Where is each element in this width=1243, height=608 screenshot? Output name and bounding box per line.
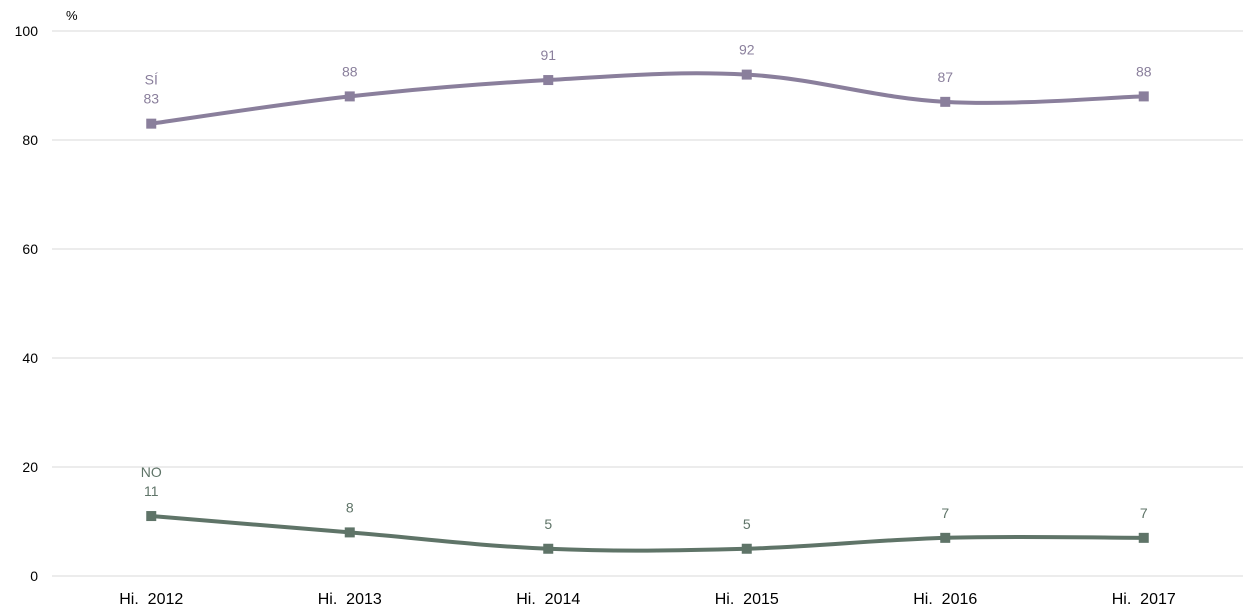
data-labels: 83 88 91 92 87 88 SÍ 11 8 5 5 7 7 NO — [141, 42, 1152, 532]
x-tick-label: Hi. 2012 — [119, 591, 183, 608]
x-tick-label: Hi. 2014 — [516, 591, 580, 608]
data-point-marker — [940, 532, 951, 543]
y-tick-label: 40 — [22, 350, 38, 366]
y-tick-label: 100 — [15, 23, 39, 39]
data-label: 88 — [1136, 63, 1152, 79]
data-label: 87 — [937, 69, 953, 85]
data-label: 88 — [342, 63, 358, 79]
data-point-marker — [344, 91, 355, 102]
data-label: 11 — [144, 483, 159, 499]
x-tick-label: Hi. 2013 — [318, 591, 382, 608]
data-point-marker — [543, 543, 554, 554]
y-tick-label: 80 — [22, 132, 38, 148]
y-tick-label: 0 — [30, 568, 38, 584]
data-label: 8 — [346, 499, 354, 515]
series — [146, 69, 1149, 554]
data-point-marker — [1138, 91, 1149, 102]
series-sí — [146, 69, 1149, 129]
y-axis: % 0 20 40 60 80 100 — [15, 8, 78, 584]
y-tick-label: 60 — [22, 241, 38, 257]
series-name-label: SÍ — [145, 72, 158, 88]
data-point-marker — [344, 527, 355, 538]
data-label: 5 — [743, 516, 751, 532]
data-point-marker — [741, 543, 752, 554]
data-label: 5 — [544, 516, 552, 532]
data-label: 7 — [941, 505, 949, 521]
data-point-marker — [146, 511, 157, 522]
series-no — [146, 511, 1149, 554]
data-label: 91 — [540, 47, 556, 63]
x-tick-label: Hi. 2015 — [715, 591, 779, 608]
series-line — [149, 514, 1146, 553]
data-label: 92 — [739, 42, 755, 58]
data-point-marker — [146, 118, 157, 129]
y-tick-label: 20 — [22, 459, 38, 475]
x-axis: Hi. 2012 Hi. 2013 Hi. 2014 Hi. 2015 Hi. 2016… — [119, 591, 1176, 608]
data-label: 7 — [1140, 505, 1148, 521]
series-line — [149, 71, 1146, 126]
data-point-marker — [741, 69, 752, 80]
data-point-marker — [543, 75, 554, 86]
series-name-label: NO — [141, 464, 162, 480]
x-tick-label: Hi. 2017 — [1112, 591, 1176, 608]
data-label: 83 — [143, 91, 159, 107]
x-tick-label: Hi. 2016 — [913, 591, 977, 608]
gridlines — [52, 30, 1243, 577]
data-point-marker — [940, 96, 951, 107]
y-axis-unit-label: % — [66, 8, 78, 23]
data-point-marker — [1138, 532, 1149, 543]
